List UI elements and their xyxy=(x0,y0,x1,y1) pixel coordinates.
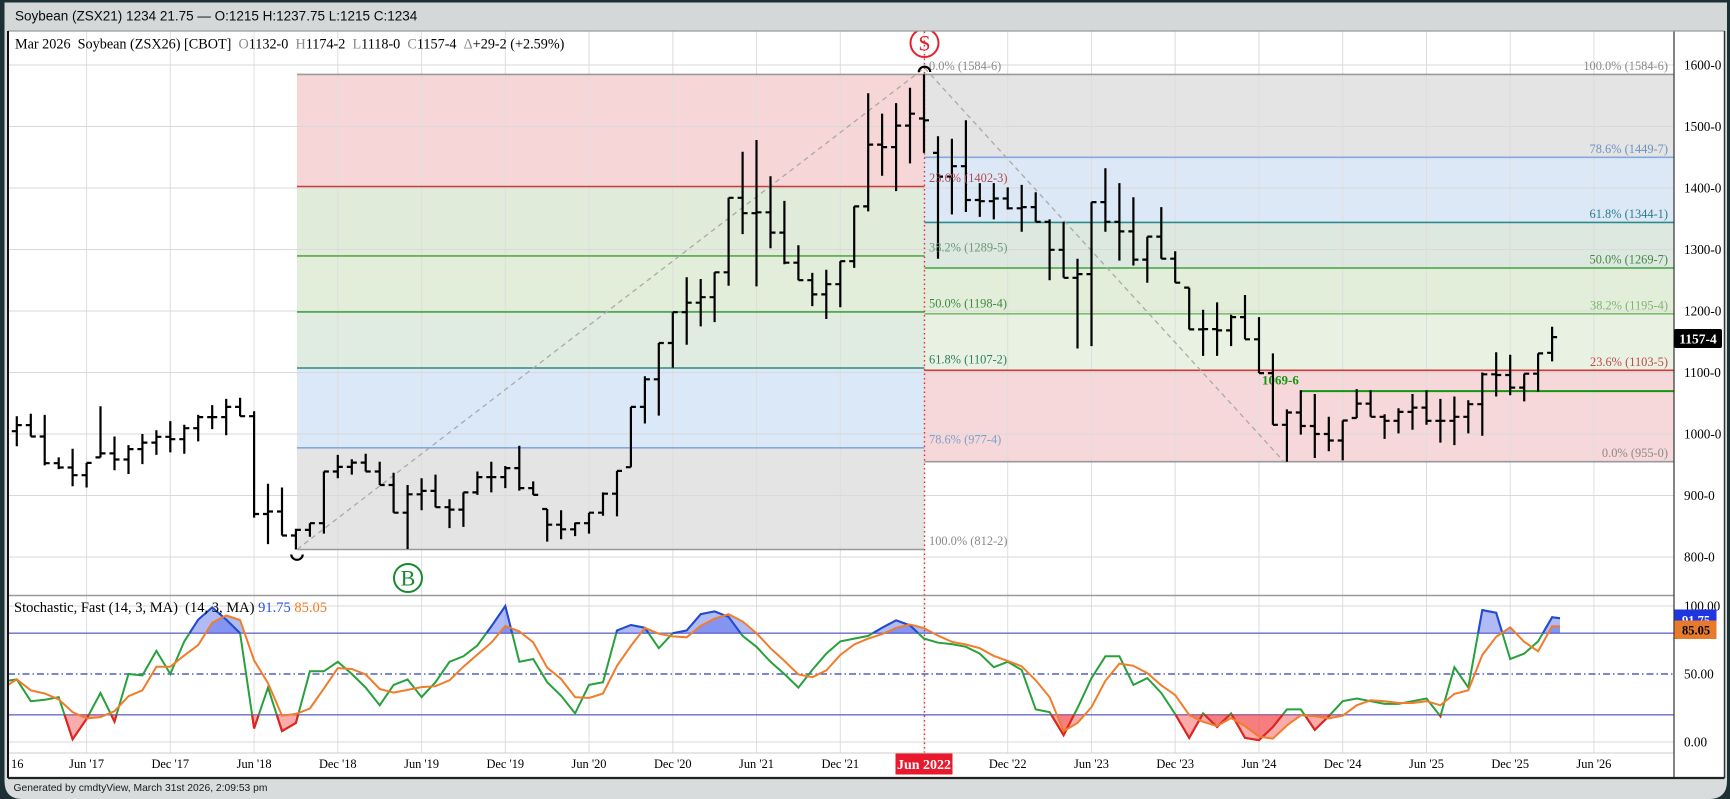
svg-text:Jun '24: Jun '24 xyxy=(1242,757,1277,771)
svg-text:Jun '21: Jun '21 xyxy=(739,757,774,771)
svg-text:Dec '22: Dec '22 xyxy=(989,757,1027,771)
svg-text:Dec '21: Dec '21 xyxy=(821,757,859,771)
svg-text:78.6% (1449-7): 78.6% (1449-7) xyxy=(1590,142,1668,156)
svg-text:Dec '19: Dec '19 xyxy=(486,757,524,771)
svg-text:Jun 2022: Jun 2022 xyxy=(897,758,951,773)
svg-text:800-0: 800-0 xyxy=(1684,550,1715,565)
svg-text:85.05: 85.05 xyxy=(1682,624,1710,638)
svg-text:23.6% (1402-3): 23.6% (1402-3) xyxy=(929,171,1007,185)
svg-text:900-0: 900-0 xyxy=(1684,488,1715,503)
svg-text:Jun '17: Jun '17 xyxy=(69,757,104,771)
svg-text:Jun '20: Jun '20 xyxy=(572,757,607,771)
svg-text:Jun '26: Jun '26 xyxy=(1576,757,1611,771)
svg-text:Dec '17: Dec '17 xyxy=(151,757,189,771)
svg-text:Stochastic, Fast (14, 3, MA): Stochastic, Fast (14, 3, MA) (14, 3, MA)… xyxy=(14,600,327,616)
svg-text:100.0% (812-2): 100.0% (812-2) xyxy=(929,534,1007,548)
svg-text:1600-0: 1600-0 xyxy=(1684,58,1722,73)
svg-text:0.0% (955-0): 0.0% (955-0) xyxy=(1602,446,1668,460)
svg-text:Dec '20: Dec '20 xyxy=(654,757,692,771)
svg-text:38.2% (1195-4): 38.2% (1195-4) xyxy=(1590,298,1668,312)
svg-text:50.0% (1269-7): 50.0% (1269-7) xyxy=(1590,253,1668,267)
svg-text:50.0% (1198-4): 50.0% (1198-4) xyxy=(929,296,1007,310)
svg-text:16: 16 xyxy=(11,757,23,771)
svg-text:Jun '18: Jun '18 xyxy=(237,757,272,771)
svg-text:1000-0: 1000-0 xyxy=(1684,427,1722,442)
svg-text:Mar 2026 Soybean (ZSX26) [CBO: Mar 2026 Soybean (ZSX26) [CBOT] O1132-0 … xyxy=(15,37,565,53)
svg-text:Jun '25: Jun '25 xyxy=(1409,757,1444,771)
svg-text:61.8% (1344-1): 61.8% (1344-1) xyxy=(1590,207,1668,221)
svg-text:B: B xyxy=(401,566,416,591)
svg-text:1157-4: 1157-4 xyxy=(1679,332,1717,347)
svg-text:38.2% (1289-5): 38.2% (1289-5) xyxy=(929,240,1007,254)
svg-text:61.8% (1107-2): 61.8% (1107-2) xyxy=(929,353,1007,367)
svg-text:50.00: 50.00 xyxy=(1684,667,1714,682)
svg-text:0.0% (1584-6): 0.0% (1584-6) xyxy=(929,59,1001,73)
svg-text:Generated by cmdtyView, March: Generated by cmdtyView, March 31st 2026,… xyxy=(14,783,268,794)
svg-text:1300-0: 1300-0 xyxy=(1684,242,1722,257)
svg-text:1400-0: 1400-0 xyxy=(1684,181,1722,196)
svg-text:Dec '24: Dec '24 xyxy=(1324,757,1362,771)
svg-text:100.0% (1584-6): 100.0% (1584-6) xyxy=(1583,59,1668,73)
svg-text:S: S xyxy=(918,31,930,56)
svg-text:23.6% (1103-5): 23.6% (1103-5) xyxy=(1590,355,1668,369)
svg-text:78.6% (977-4): 78.6% (977-4) xyxy=(929,432,1001,446)
svg-text:1500-0: 1500-0 xyxy=(1684,119,1722,134)
svg-text:1100-0: 1100-0 xyxy=(1684,365,1721,380)
svg-text:1200-0: 1200-0 xyxy=(1684,304,1722,319)
svg-text:Jun '23: Jun '23 xyxy=(1074,757,1109,771)
svg-text:Soybean (ZSX21) 1234 21.75 — O: Soybean (ZSX21) 1234 21.75 — O:1215 H:12… xyxy=(15,9,418,24)
svg-text:Jun '19: Jun '19 xyxy=(404,757,439,771)
svg-text:0.00: 0.00 xyxy=(1684,735,1707,750)
svg-text:1069-6: 1069-6 xyxy=(1262,373,1299,388)
svg-text:Dec '25: Dec '25 xyxy=(1491,757,1529,771)
svg-text:Dec '23: Dec '23 xyxy=(1156,757,1194,771)
svg-text:Dec '18: Dec '18 xyxy=(319,757,357,771)
